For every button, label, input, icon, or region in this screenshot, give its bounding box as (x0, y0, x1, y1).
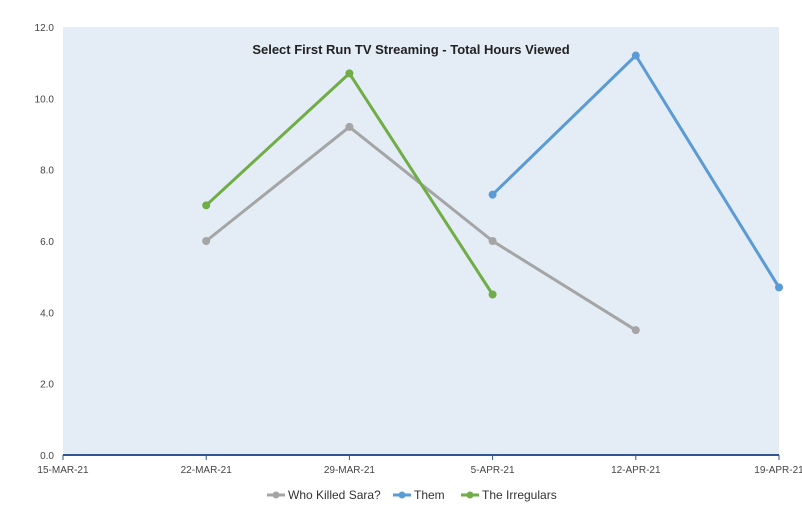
x-axis: 15-MAR-21 22-MAR-21 29-MAR-21 5-APR-21 12-AP… (37, 455, 802, 476)
legend-marker (272, 491, 280, 499)
legend-marker (466, 491, 474, 499)
y-tick-label: 8.0 (40, 166, 54, 177)
data-point (202, 237, 211, 245)
y-tick-label: 4.0 (40, 308, 54, 319)
y-tick-label: 12.0 (35, 23, 55, 34)
x-tick-label: 29-MAR-21 (324, 465, 376, 476)
y-tick-label: 10.0 (35, 94, 55, 105)
data-point (631, 326, 640, 335)
y-tick-label: 0.0 (40, 451, 54, 462)
legend-item: Who Killed Sara? (267, 488, 381, 502)
series-layer (202, 51, 783, 335)
data-point (345, 122, 354, 131)
y-tick-label: 6.0 (40, 237, 54, 248)
plot-area (63, 27, 779, 455)
series-group (488, 51, 783, 292)
series-group (202, 69, 497, 299)
x-tick-label: 22-MAR-21 (181, 465, 233, 476)
x-tick-label: 5-APR-21 (471, 465, 515, 476)
legend: Who Killed Sara? Them The Irregulars (267, 488, 557, 502)
legend-marker (398, 491, 406, 499)
legend-item: Them (393, 488, 445, 502)
legend-label: The Irregulars (482, 488, 557, 502)
data-point (488, 237, 497, 245)
data-point (488, 190, 497, 199)
data-point (202, 201, 211, 210)
data-point (345, 69, 354, 78)
y-tick-label: 2.0 (40, 380, 54, 391)
data-point (488, 290, 497, 299)
data-point (775, 283, 783, 292)
x-tick-label: 15-MAR-21 (37, 465, 89, 476)
data-point (631, 51, 640, 60)
legend-item: The Irregulars (461, 488, 557, 502)
legend-label: Who Killed Sara? (288, 488, 381, 502)
x-tick-label: 19-APR-21 (754, 465, 802, 476)
chart-title: Select First Run TV Streaming - Total Ho… (252, 42, 569, 57)
y-axis: 0.0 2.0 4.0 6.0 8.0 10.0 12.0 (35, 23, 55, 462)
x-tick-label: 12-APR-21 (611, 465, 661, 476)
legend-label: Them (414, 488, 445, 502)
